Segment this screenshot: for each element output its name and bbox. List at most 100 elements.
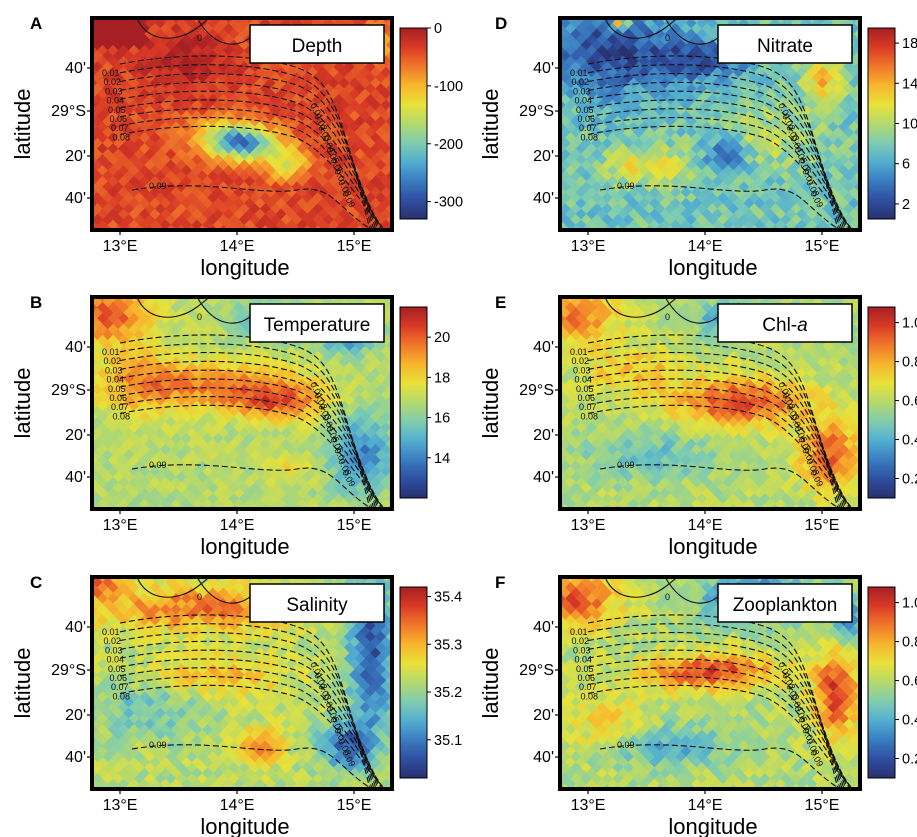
heatmap-cell <box>138 44 151 57</box>
x-tick-label: 15°E <box>337 238 372 255</box>
heatmap-cell <box>107 691 119 703</box>
contour-label: 0.05 <box>108 105 126 115</box>
heatmap-cell <box>391 231 403 243</box>
panel-a: 0.010.020.030.040.050.060.070.080.010.02… <box>10 14 463 280</box>
y-tick-label: 40' <box>65 60 86 77</box>
heatmap-cell <box>275 231 287 243</box>
heatmap-cell <box>101 663 114 676</box>
heatmap-cell <box>107 702 119 714</box>
panel-c: 0.010.020.030.040.050.060.070.080.010.02… <box>10 573 462 837</box>
heatmap-cell <box>107 658 119 671</box>
heatmap-cell <box>212 44 224 57</box>
heatmap-cell <box>585 23 598 35</box>
heatmap-cell <box>101 28 114 41</box>
heatmap-cell <box>795 99 808 112</box>
heatmap-cell <box>112 762 125 774</box>
heatmap-cell <box>222 44 235 57</box>
heatmap-cell <box>107 647 119 660</box>
heatmap-cell <box>107 614 119 627</box>
panel-letter: C <box>30 573 42 592</box>
heatmap-cell <box>76 313 88 325</box>
heatmap-cell <box>322 577 335 589</box>
y-tick-label: 29°S <box>51 382 86 399</box>
contour-label: 0 <box>197 592 202 602</box>
heatmap-cell <box>296 510 308 522</box>
heatmap-cell <box>101 631 114 643</box>
heatmap-cell <box>311 18 324 30</box>
heatmap-cell <box>122 577 135 589</box>
heatmap-cell <box>275 790 287 802</box>
heatmap-cell <box>101 405 114 418</box>
axes: 13°E 14°E 15°E40'29°S20'40' <box>51 60 371 255</box>
heatmap-cell <box>364 297 377 309</box>
heatmap-cell <box>391 790 403 802</box>
heatmap-cell <box>112 170 125 183</box>
heatmap-cell <box>76 455 88 467</box>
plot-frame <box>90 16 394 232</box>
colorbar-ramp <box>399 586 428 779</box>
contour-dashed <box>131 744 373 789</box>
heatmap-cell <box>821 18 834 30</box>
heatmap-cell <box>149 510 161 522</box>
x-axis-title: longitude <box>200 814 289 837</box>
heatmap-cell <box>101 707 114 720</box>
heatmap-cell <box>112 416 125 429</box>
heatmap-cell <box>107 745 119 758</box>
heatmap-cell <box>96 756 109 769</box>
heatmap-cell <box>181 510 193 522</box>
heatmap-cell <box>101 471 114 484</box>
heatmap-cell <box>164 18 177 30</box>
heatmap-cell <box>76 582 88 594</box>
heatmap-cell <box>544 34 556 46</box>
heatmap-cell <box>233 23 245 35</box>
heatmap-cell <box>238 577 251 589</box>
heatmap-cell <box>112 460 125 473</box>
heatmap-cell <box>159 44 172 57</box>
heatmap-cell <box>101 39 114 52</box>
heatmap-cell <box>101 751 114 764</box>
heatmap-cell <box>575 23 587 35</box>
contour-dashed <box>119 649 379 789</box>
heatmap-cell <box>832 18 845 30</box>
heatmap-cell <box>101 587 114 600</box>
colorbar-tick-label: 14 <box>434 451 450 467</box>
heatmap-cell <box>76 34 88 46</box>
heatmap-cell <box>364 18 377 30</box>
heatmap-cell <box>212 23 224 35</box>
x-tick-label: 14°E <box>220 238 255 255</box>
heatmap-cell <box>290 577 303 589</box>
heatmap-cell <box>107 186 119 199</box>
heatmap-cell <box>101 318 114 331</box>
heatmap-cell <box>149 44 161 57</box>
contour-label: 0.05 <box>108 664 126 674</box>
heatmap-cell <box>96 724 109 736</box>
heatmap-cell <box>191 790 203 802</box>
heatmap-cell <box>96 143 109 155</box>
heatmap-cell <box>112 50 125 63</box>
colorbar-tick-label: 35.4 <box>434 590 462 606</box>
heatmap-cell <box>96 44 109 57</box>
heatmap-cell <box>149 23 161 35</box>
heatmap-cell <box>380 231 392 243</box>
contour-label: 0.03 <box>105 86 123 96</box>
panel-title-box: Temperature <box>249 303 385 343</box>
heatmap-cell <box>722 99 734 112</box>
colorbar-tick-label: 35.2 <box>434 685 462 701</box>
heatmap-cell <box>322 18 335 30</box>
heatmap-cell <box>112 482 125 494</box>
heatmap-cell <box>112 696 125 709</box>
heatmap-cell <box>243 99 256 112</box>
heatmap-cell <box>790 18 803 30</box>
heatmap-cell <box>848 23 860 35</box>
x-axis-title: longitude <box>200 534 289 559</box>
y-tick-label: 20' <box>65 427 86 444</box>
heatmap-cell <box>138 99 151 112</box>
heatmap-cell <box>317 790 329 802</box>
heatmap-cell <box>159 99 172 112</box>
heatmap-cell <box>96 378 109 391</box>
heatmap-cell <box>585 99 598 112</box>
heatmap-cell <box>544 165 556 177</box>
contour-dashed <box>119 73 375 230</box>
heatmap-cell <box>311 577 324 589</box>
heatmap-cell <box>785 99 797 112</box>
